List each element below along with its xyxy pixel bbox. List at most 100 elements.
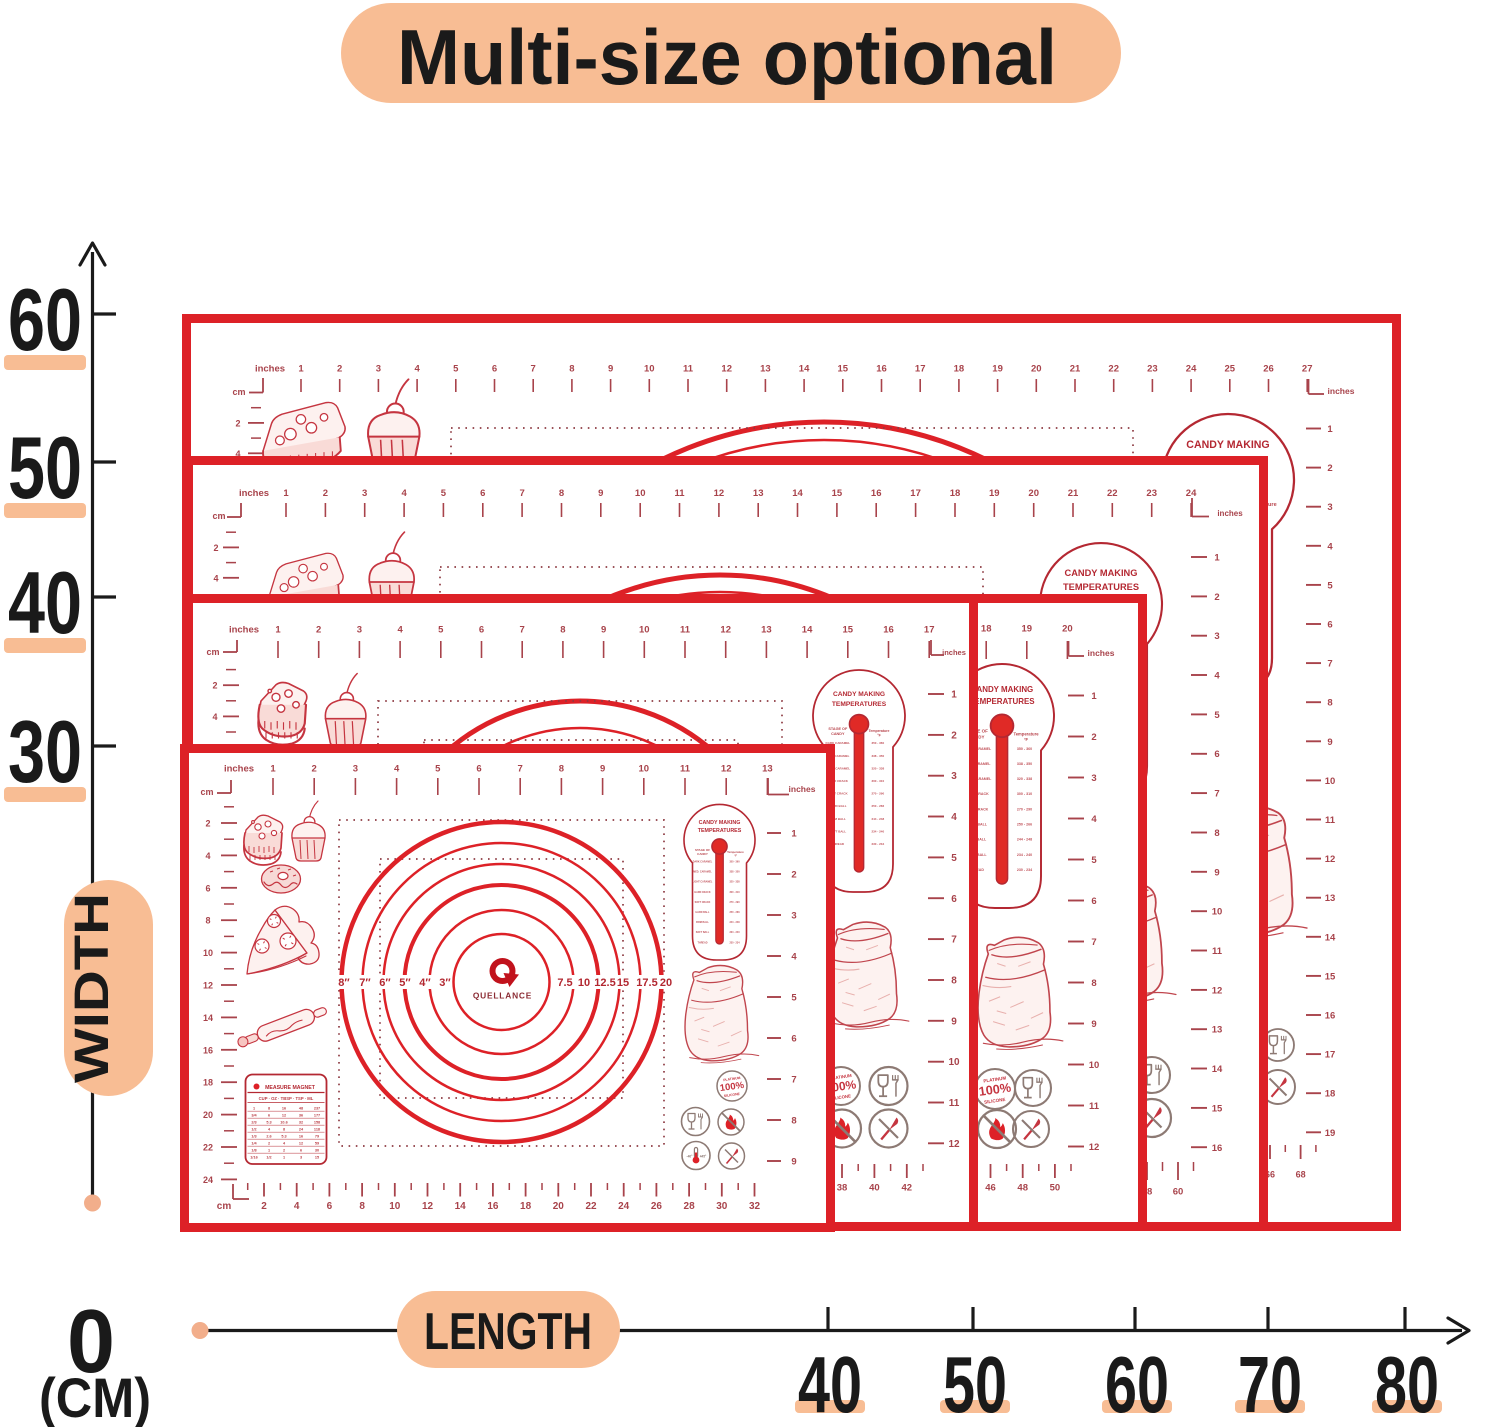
svg-text:15: 15 — [832, 488, 843, 499]
svg-text:13: 13 — [761, 625, 772, 636]
svg-text:25: 25 — [1225, 364, 1236, 375]
svg-text:5: 5 — [453, 364, 459, 375]
svg-text:11: 11 — [680, 625, 691, 636]
svg-text:MEASURE MAGNET: MEASURE MAGNET — [265, 1085, 316, 1091]
svg-text:26: 26 — [1263, 364, 1274, 375]
svg-text:LENGTH: LENGTH — [424, 1303, 592, 1361]
svg-text:2: 2 — [212, 681, 217, 691]
svg-text:338 - 350: 338 - 350 — [871, 754, 884, 758]
svg-text:20: 20 — [203, 1110, 213, 1120]
svg-text:18: 18 — [954, 364, 965, 375]
svg-text:12: 12 — [721, 764, 732, 775]
svg-text:320 - 338: 320 - 338 — [871, 766, 884, 770]
svg-text:19: 19 — [989, 488, 1000, 499]
svg-text:3: 3 — [791, 911, 796, 922]
svg-text:HARD CRACK: HARD CRACK — [828, 779, 849, 783]
svg-text:4: 4 — [397, 625, 403, 636]
svg-text:cm: cm — [232, 387, 245, 397]
svg-text:5: 5 — [1214, 710, 1220, 721]
svg-text:270 - 290: 270 - 290 — [729, 901, 740, 904]
svg-text:230 - 234: 230 - 234 — [729, 941, 740, 944]
svg-text:6: 6 — [492, 364, 497, 375]
svg-text:244 - 248: 244 - 248 — [871, 817, 884, 821]
svg-text:234 - 240: 234 - 240 — [729, 931, 740, 934]
svg-text:17.5: 17.5 — [636, 977, 657, 989]
svg-text:16: 16 — [883, 625, 894, 636]
svg-text:12: 12 — [948, 1139, 960, 1150]
svg-text:8: 8 — [359, 1201, 365, 1212]
svg-text:cm: cm — [200, 787, 213, 797]
svg-text:HARD BALL: HARD BALL — [696, 911, 710, 914]
svg-text:CANDY: CANDY — [831, 732, 845, 736]
svg-text:4: 4 — [1214, 671, 1220, 682]
svg-text:1/2: 1/2 — [251, 1127, 256, 1131]
svg-text:°F: °F — [877, 734, 881, 738]
svg-text:16: 16 — [299, 1134, 303, 1138]
svg-text:118: 118 — [314, 1127, 320, 1131]
svg-text:8″: 8″ — [338, 977, 350, 989]
svg-text:1: 1 — [791, 829, 797, 840]
svg-text:11: 11 — [1325, 815, 1336, 826]
svg-text:10: 10 — [635, 488, 646, 499]
svg-text:TEMPERATURES: TEMPERATURES — [698, 828, 742, 834]
svg-text:3: 3 — [357, 625, 362, 636]
svg-text:6: 6 — [480, 488, 485, 499]
svg-text:DARK CARAMEL: DARK CARAMEL — [826, 741, 851, 745]
svg-text:2: 2 — [1327, 463, 1332, 474]
svg-text:15: 15 — [843, 625, 854, 636]
svg-text:230 - 234: 230 - 234 — [871, 842, 884, 846]
svg-text:17: 17 — [910, 488, 921, 499]
svg-text:22: 22 — [203, 1143, 213, 1153]
svg-text:6: 6 — [268, 1113, 270, 1117]
svg-text:14: 14 — [802, 625, 813, 636]
svg-text:244 - 248: 244 - 248 — [1017, 838, 1032, 842]
svg-text:12.5: 12.5 — [594, 977, 615, 989]
svg-text:9: 9 — [598, 488, 603, 499]
svg-text:PLATINUM: PLATINUM — [723, 1076, 741, 1082]
svg-text:250 - 266: 250 - 266 — [1017, 823, 1032, 827]
svg-text:100%: 100% — [978, 1081, 1012, 1099]
svg-text:CUP · OZ · TBSP · TSP · ML: CUP · OZ · TBSP · TSP · ML — [259, 1096, 314, 1101]
svg-text:1: 1 — [270, 764, 276, 775]
svg-text:DARK CARAMEL: DARK CARAMEL — [693, 861, 713, 864]
svg-text:36: 36 — [299, 1113, 303, 1117]
svg-text:1: 1 — [283, 488, 289, 499]
svg-text:14: 14 — [792, 488, 803, 499]
svg-text:42: 42 — [902, 1183, 913, 1194]
svg-text:6: 6 — [476, 764, 481, 775]
svg-text:5: 5 — [435, 764, 441, 775]
svg-text:11: 11 — [1089, 1101, 1100, 1112]
svg-text:350 - 360: 350 - 360 — [729, 861, 740, 864]
svg-text:13: 13 — [1325, 893, 1336, 904]
svg-text:26: 26 — [651, 1201, 663, 1212]
svg-text:4: 4 — [1091, 814, 1097, 825]
svg-text:12: 12 — [1325, 854, 1336, 865]
svg-text:2: 2 — [312, 764, 317, 775]
svg-text:7: 7 — [951, 935, 957, 946]
svg-text:4″: 4″ — [419, 977, 431, 989]
svg-text:5: 5 — [441, 488, 447, 499]
svg-text:5.3: 5.3 — [281, 1134, 286, 1138]
svg-text:230 - 234: 230 - 234 — [1017, 868, 1032, 872]
svg-text:15: 15 — [617, 977, 629, 989]
svg-text:21: 21 — [1068, 488, 1079, 499]
svg-text:3: 3 — [300, 1155, 302, 1159]
svg-text:11: 11 — [1212, 946, 1223, 957]
svg-text:1: 1 — [298, 364, 304, 375]
svg-text:1/8: 1/8 — [251, 1148, 256, 1152]
svg-text:270 - 290: 270 - 290 — [871, 792, 884, 796]
svg-text:LIGHT CARAMEL: LIGHT CARAMEL — [693, 881, 713, 884]
svg-text:250 - 266: 250 - 266 — [729, 911, 740, 914]
svg-text:20: 20 — [1031, 364, 1042, 375]
svg-text:6: 6 — [951, 894, 957, 905]
svg-text:60: 60 — [8, 270, 82, 369]
svg-text:1: 1 — [253, 1106, 255, 1110]
svg-text:7: 7 — [791, 1075, 796, 1086]
svg-text:SOFT CRACK: SOFT CRACK — [828, 792, 848, 796]
svg-text:350 - 360: 350 - 360 — [871, 741, 884, 745]
svg-text:CANDY MAKING: CANDY MAKING — [833, 691, 885, 698]
svg-text:1: 1 — [1327, 424, 1333, 435]
svg-text:2: 2 — [235, 418, 240, 428]
svg-text:SILICONE: SILICONE — [830, 1093, 851, 1101]
svg-text:8: 8 — [569, 364, 574, 375]
